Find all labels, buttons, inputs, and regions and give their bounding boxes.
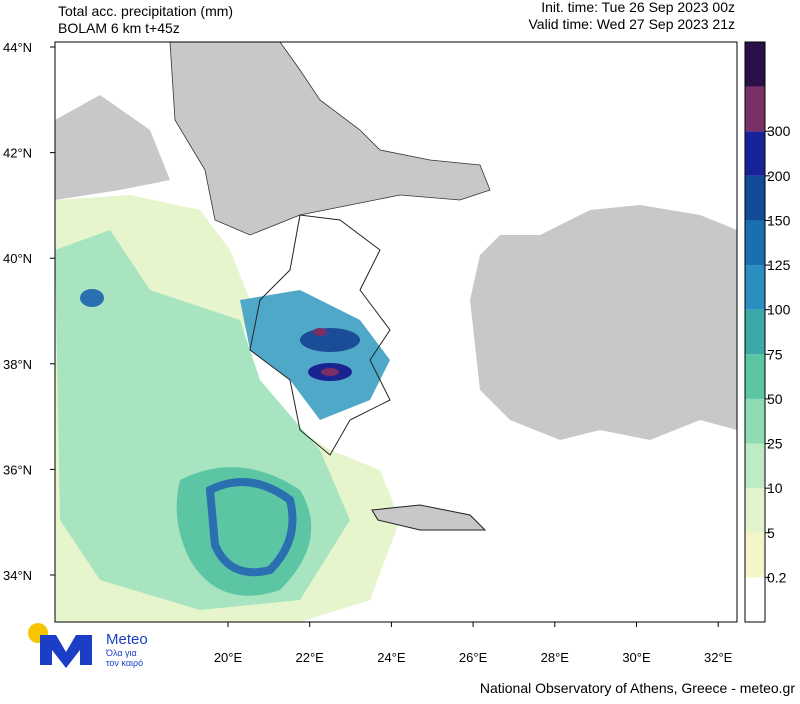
map-frame: [54, 41, 738, 623]
colorbar-band: [745, 309, 765, 355]
footer: National Observatory of Athens, Greece -…: [480, 680, 795, 696]
land-balkans: [169, 42, 491, 236]
colorbar-label: 150: [767, 212, 791, 228]
greece-outline: [249, 214, 391, 456]
title: Total acc. precipitation (mm): [58, 3, 233, 19]
lat-label: 40°N: [3, 251, 32, 266]
colorbar-label: 0.2: [767, 569, 787, 585]
lat-label: 34°N: [3, 568, 32, 583]
lat-label: 38°N: [3, 357, 32, 372]
lat-label: 44°N: [3, 40, 32, 55]
precip-peak: [321, 368, 339, 376]
colorbar-band: [745, 443, 765, 489]
colorbar-band: [745, 488, 765, 533]
lon-label: 26°E: [459, 650, 488, 665]
colorbar-label: 125: [767, 257, 791, 273]
colorbar-band: [745, 577, 765, 622]
lat-axis: 44°N 42°N 40°N 38°N 36°N 34°N: [3, 40, 55, 583]
precip-greece: [240, 290, 390, 420]
logo-mark: [40, 635, 92, 668]
lon-axis: 20°E 22°E 24°E 26°E 28°E 30°E 32°E: [214, 622, 733, 665]
crete: [371, 504, 487, 531]
colorbar-label: 5: [767, 525, 775, 541]
precip-core: [80, 289, 104, 307]
logo-name: Meteo: [106, 631, 148, 648]
colorbar-label: 25: [767, 436, 783, 452]
model: BOLAM 6 km t+45z: [58, 20, 180, 36]
precip-peak: [313, 328, 327, 336]
map: 44°N 42°N 40°N 38°N 36°N 34°N 20°E 22°E 24°E 26°…: [3, 40, 738, 665]
colorbar-band: [745, 265, 765, 310]
colorbar-label: 75: [767, 346, 783, 362]
lon-label: 24°E: [377, 650, 406, 665]
colorbar-band: [745, 398, 765, 444]
colorbar-label: 100: [767, 302, 791, 318]
lat-label: 42°N: [3, 146, 32, 161]
land-north-east: [55, 42, 737, 440]
colorbar-frame: [744, 41, 766, 623]
colorbar-band: [745, 175, 765, 221]
lon-label: 32°E: [704, 650, 733, 665]
logo-tagline: τον καιρό: [106, 658, 143, 668]
colorbar-band: [745, 131, 765, 176]
colorbar-label: 300: [767, 123, 791, 139]
valid-time: Valid time: Wed 27 Sep 2023 21z: [529, 16, 736, 32]
colorbar: 0.2 5 10 25 50 75 100 125 150 200 300: [744, 41, 791, 623]
precip-swirl-core: [205, 478, 297, 577]
logo-tagline: Όλα για: [105, 648, 137, 658]
colorbar-label: 200: [767, 168, 791, 184]
colorbar-label: 10: [767, 480, 783, 496]
lon-label: 30°E: [622, 650, 651, 665]
lon-label: 22°E: [296, 650, 325, 665]
colorbar-band: [745, 220, 765, 266]
lon-label: 20°E: [214, 650, 243, 665]
logo: Meteo Όλα για τον καιρό: [28, 623, 148, 668]
lon-label: 28°E: [541, 650, 570, 665]
lat-label: 36°N: [3, 462, 32, 477]
colorbar-band: [745, 532, 765, 578]
colorbar-label: 50: [767, 391, 783, 407]
colorbar-band: [745, 354, 765, 399]
precip-core: [300, 328, 360, 352]
colorbar-band: [745, 42, 765, 87]
init-time: Init. time: Tue 26 Sep 2023 00z: [541, 0, 735, 15]
colorbar-band: [745, 86, 765, 132]
land-italy: [55, 95, 170, 200]
